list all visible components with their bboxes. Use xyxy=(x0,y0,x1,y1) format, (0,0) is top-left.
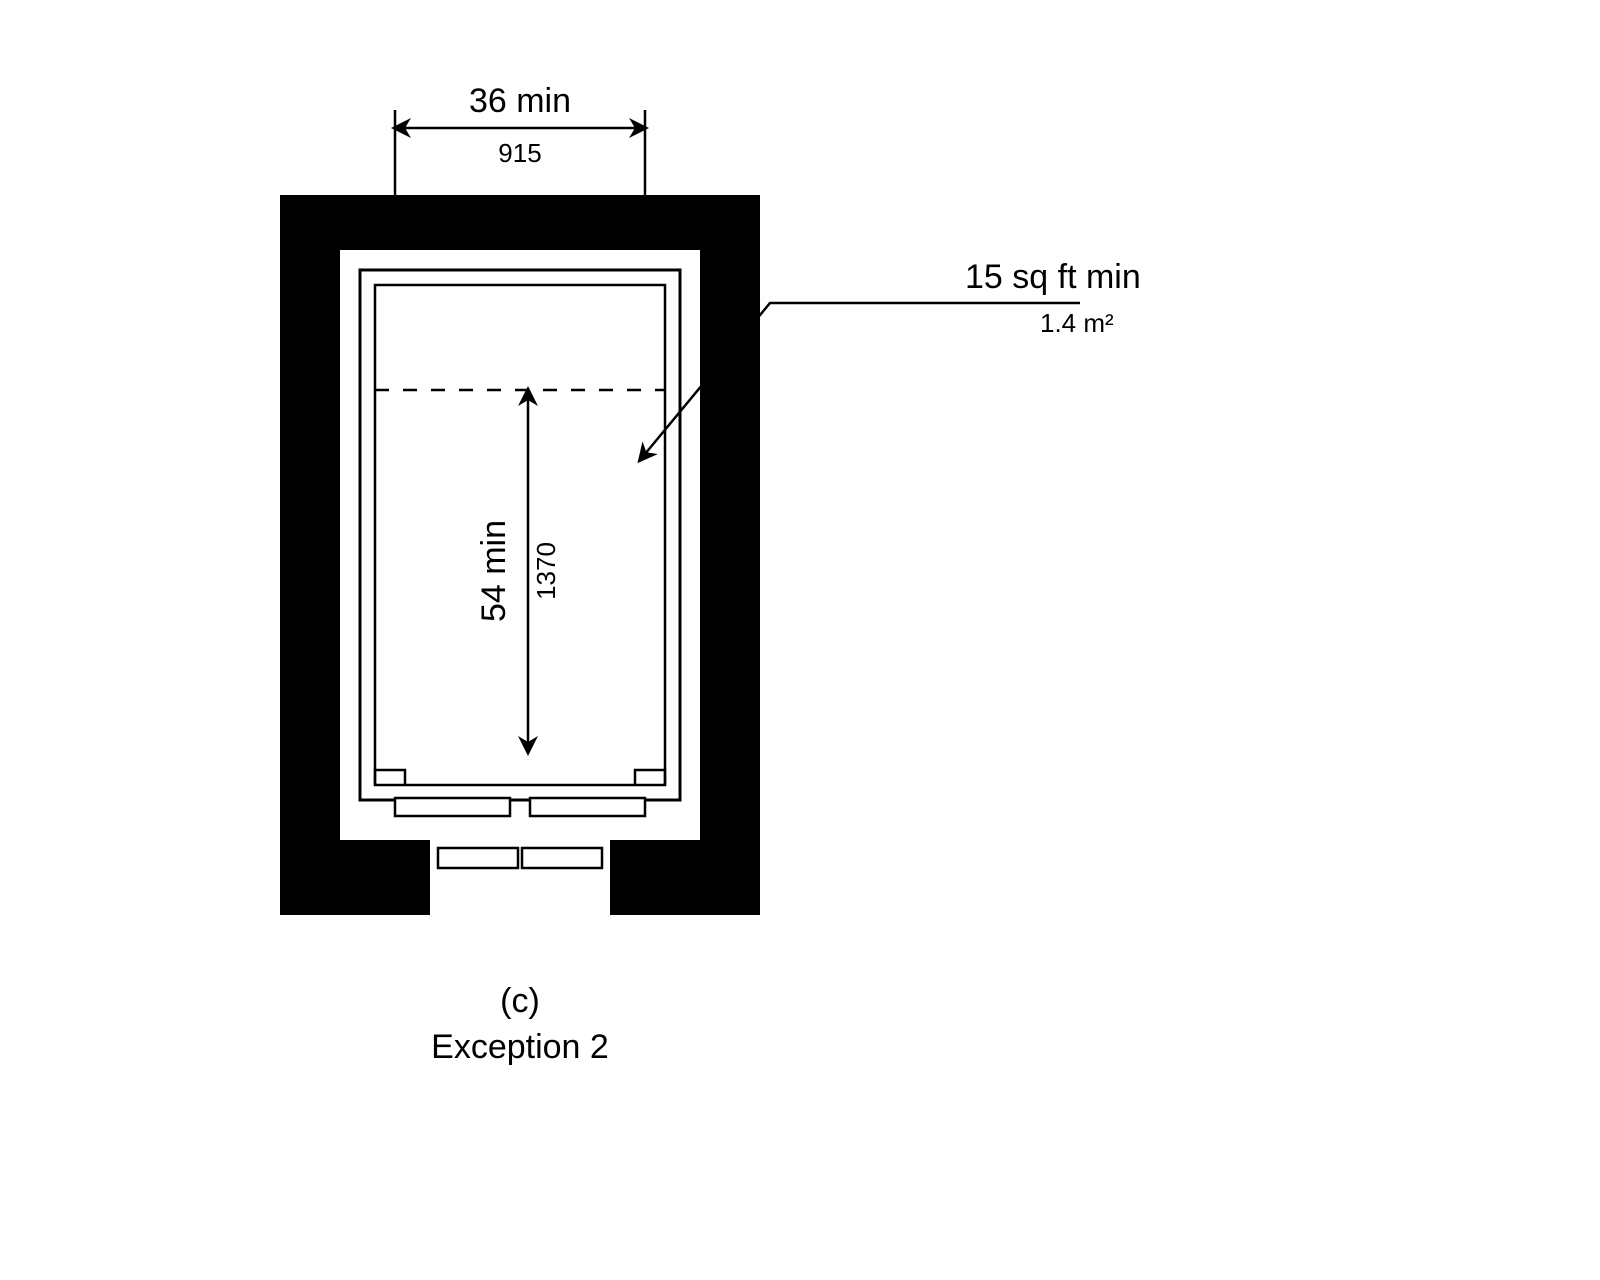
figure-caption: (c) Exception 2 xyxy=(431,982,609,1066)
caption-line-1: (c) xyxy=(500,982,540,1020)
shaft-wall xyxy=(280,195,760,915)
dimension-width-label: 36 min xyxy=(469,82,571,120)
callout-area-label: 15 sq ft min xyxy=(965,258,1141,296)
dimension-width: 36 min 915 xyxy=(395,82,645,195)
elevator-plan-diagram: 36 min 915 54 min 1370 15 sq ft min 1.4 … xyxy=(0,0,1600,1280)
dimension-depth-label: 54 min xyxy=(475,520,513,622)
caption-line-2: Exception 2 xyxy=(431,1028,609,1066)
elevator-car-inner xyxy=(375,285,665,785)
dimension-depth: 54 min 1370 xyxy=(375,390,665,752)
car-sill-notches xyxy=(375,770,665,785)
dimension-depth-metric: 1370 xyxy=(531,542,561,600)
dimension-width-metric: 915 xyxy=(498,138,541,168)
door-guides xyxy=(395,798,645,868)
callout-area-metric: 1.4 m² xyxy=(1040,308,1114,338)
elevator-car-outer xyxy=(360,270,680,800)
